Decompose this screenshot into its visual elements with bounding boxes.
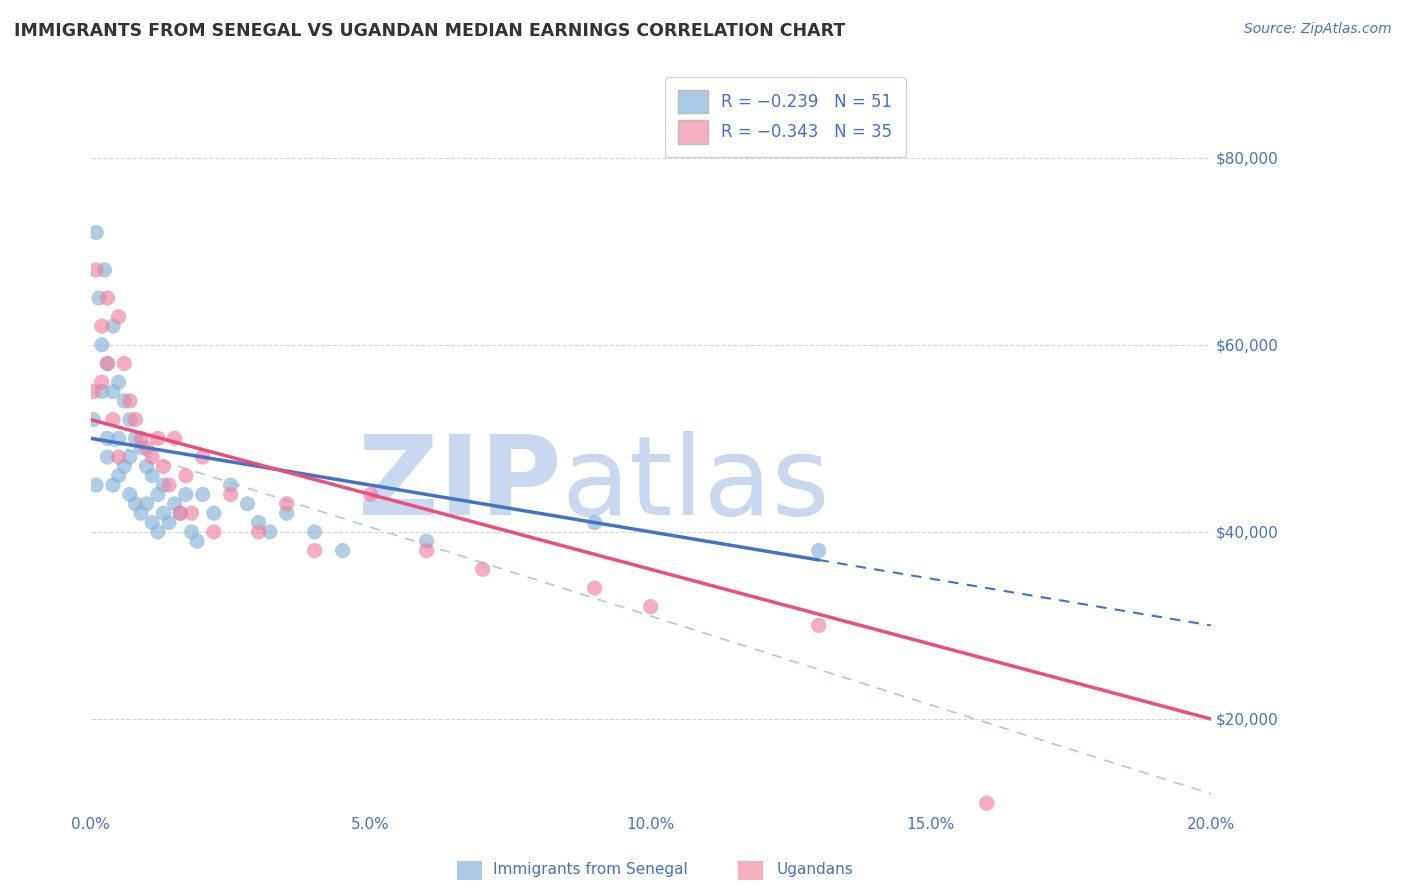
Point xyxy=(807,618,830,632)
Point xyxy=(129,506,152,520)
Point xyxy=(141,516,163,530)
Point xyxy=(247,516,270,530)
Point xyxy=(135,441,157,455)
Point xyxy=(93,263,115,277)
Point xyxy=(90,384,112,399)
Point xyxy=(96,291,118,305)
Point xyxy=(124,412,146,426)
Text: Source: ZipAtlas.com: Source: ZipAtlas.com xyxy=(1244,22,1392,37)
Point xyxy=(118,487,141,501)
Point xyxy=(180,506,202,520)
Point xyxy=(112,393,135,408)
Point xyxy=(146,524,169,539)
Point xyxy=(191,450,214,464)
Point xyxy=(101,319,124,334)
Point xyxy=(276,497,298,511)
Text: Immigrants from Senegal: Immigrants from Senegal xyxy=(494,863,688,877)
Point xyxy=(107,431,129,445)
Point xyxy=(87,291,110,305)
Point xyxy=(169,506,191,520)
Point xyxy=(152,459,174,474)
Point xyxy=(163,431,186,445)
Point xyxy=(180,524,202,539)
Point xyxy=(90,375,112,389)
Point xyxy=(157,516,180,530)
Point xyxy=(157,478,180,492)
Point xyxy=(191,487,214,501)
Point xyxy=(304,543,326,558)
Point xyxy=(471,562,494,576)
Point xyxy=(124,497,146,511)
Point xyxy=(146,487,169,501)
Point xyxy=(129,431,152,445)
Point xyxy=(259,524,281,539)
Point xyxy=(976,796,998,810)
Point xyxy=(84,263,107,277)
Point xyxy=(332,543,354,558)
Point xyxy=(107,375,129,389)
Point xyxy=(135,497,157,511)
Point xyxy=(96,450,118,464)
Point xyxy=(118,450,141,464)
Point xyxy=(124,431,146,445)
Point xyxy=(118,393,141,408)
Point xyxy=(583,581,606,595)
Point xyxy=(96,357,118,371)
Point xyxy=(101,412,124,426)
Point xyxy=(169,506,191,520)
Point xyxy=(247,524,270,539)
Point xyxy=(186,534,208,549)
Point xyxy=(84,478,107,492)
Point xyxy=(90,338,112,352)
Point xyxy=(141,468,163,483)
Point xyxy=(82,384,104,399)
Point xyxy=(415,534,437,549)
Point xyxy=(141,450,163,464)
Point xyxy=(202,524,225,539)
Point xyxy=(135,459,157,474)
Text: ZIP: ZIP xyxy=(357,431,561,538)
Point xyxy=(152,478,174,492)
Point xyxy=(276,506,298,520)
Point xyxy=(118,412,141,426)
Point xyxy=(96,357,118,371)
Point xyxy=(360,487,382,501)
Point xyxy=(219,478,242,492)
Point xyxy=(415,543,437,558)
Point xyxy=(82,412,104,426)
Text: Ugandans: Ugandans xyxy=(778,863,853,877)
Text: atlas: atlas xyxy=(561,431,830,538)
Point xyxy=(202,506,225,520)
Point xyxy=(107,450,129,464)
Point xyxy=(84,226,107,240)
Point xyxy=(219,487,242,501)
Point xyxy=(174,468,197,483)
Point xyxy=(129,441,152,455)
Point xyxy=(90,319,112,334)
Point xyxy=(583,516,606,530)
Point xyxy=(304,524,326,539)
Point xyxy=(107,310,129,324)
Legend: R = −0.239   N = 51, R = −0.343   N = 35: R = −0.239 N = 51, R = −0.343 N = 35 xyxy=(665,77,905,157)
Point xyxy=(236,497,259,511)
Point xyxy=(96,431,118,445)
Point xyxy=(112,357,135,371)
Point xyxy=(112,459,135,474)
Point xyxy=(107,468,129,483)
Point xyxy=(807,543,830,558)
Point xyxy=(163,497,186,511)
Point xyxy=(101,384,124,399)
Text: IMMIGRANTS FROM SENEGAL VS UGANDAN MEDIAN EARNINGS CORRELATION CHART: IMMIGRANTS FROM SENEGAL VS UGANDAN MEDIA… xyxy=(14,22,845,40)
Point xyxy=(101,478,124,492)
Point xyxy=(146,431,169,445)
Point xyxy=(640,599,662,614)
Point xyxy=(174,487,197,501)
Point xyxy=(152,506,174,520)
